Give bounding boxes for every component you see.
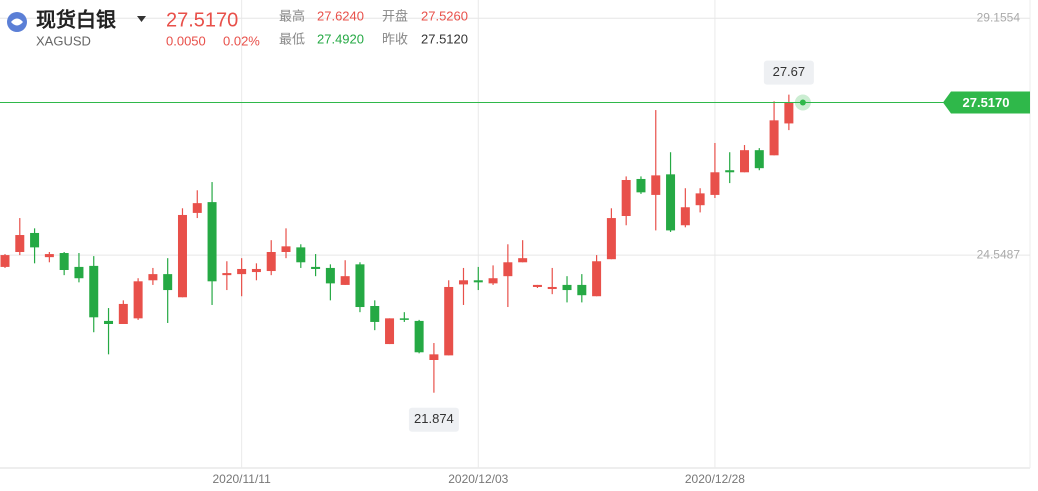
candle-body — [710, 172, 720, 195]
dropdown-arrow[interactable] — [137, 16, 146, 22]
candle-body — [296, 247, 306, 263]
extreme-label-box — [763, 60, 814, 85]
candle-body — [488, 278, 498, 284]
x-tick-label: 2020/12/28 — [685, 472, 745, 486]
instrument-name[interactable]: 现货白银 — [36, 7, 117, 31]
extreme-label: 27.67 — [773, 64, 806, 79]
candle-body — [192, 203, 202, 213]
candle-body — [444, 286, 454, 356]
instrument-code: XAGUSD — [36, 33, 91, 48]
stat-value: 27.6240 — [317, 8, 364, 23]
candle-body — [636, 178, 646, 193]
candle-body — [266, 252, 276, 272]
candle-body — [325, 267, 335, 284]
last-price-dot — [799, 99, 806, 106]
candle-body — [740, 150, 749, 173]
candle-body — [340, 276, 350, 285]
x-tick-label: 2020/12/03 — [448, 472, 508, 486]
stat-value: 27.4920 — [317, 31, 364, 46]
y-tick-label: 24.5487 — [977, 247, 1021, 261]
extreme-label-box — [408, 407, 459, 432]
candle-body — [207, 202, 217, 282]
candle-body — [30, 232, 40, 248]
candle-body — [606, 218, 616, 260]
candle-body — [754, 150, 764, 169]
candle-body — [44, 254, 54, 258]
candle-body — [133, 281, 143, 319]
candle-body — [251, 268, 261, 273]
stat-label: 最低 — [279, 31, 305, 46]
candle-body — [577, 284, 587, 296]
candle-body — [769, 120, 779, 156]
candle-body — [104, 320, 114, 324]
candle-body — [547, 286, 557, 290]
candle-body — [281, 246, 291, 252]
candle-body — [370, 306, 380, 322]
candle-body — [355, 264, 365, 308]
candle-body — [148, 274, 158, 281]
candle-body — [163, 274, 173, 291]
change-pct: 0.02% — [223, 33, 260, 48]
candle-body — [592, 261, 602, 297]
last-price-tag — [943, 91, 1030, 114]
candle-body — [503, 262, 513, 277]
candle-body — [666, 174, 676, 231]
candle-body — [0, 255, 10, 267]
candle-body — [680, 207, 690, 226]
candle-body — [562, 284, 572, 291]
candle-body — [399, 318, 409, 320]
candle-body — [59, 253, 69, 270]
candle-body — [89, 265, 99, 318]
candle-body — [695, 193, 705, 206]
candle-body — [473, 280, 483, 283]
candle-body — [651, 175, 661, 195]
candle-body — [784, 102, 794, 124]
x-tick-label: 2020/11/11 — [212, 472, 271, 486]
last-price-label: 27.5170 — [963, 95, 1010, 110]
candle-body — [385, 318, 395, 345]
price: 27.5170 — [166, 9, 238, 31]
candle-body — [458, 280, 468, 285]
y-tick-label: 29.1554 — [977, 10, 1021, 24]
candle-body — [237, 268, 247, 275]
stat-label: 最高 — [279, 8, 305, 23]
candle-body — [15, 235, 25, 252]
candle-body — [118, 303, 128, 324]
candle-body — [74, 266, 84, 279]
candle-body — [311, 266, 321, 269]
stat-label: 开盘 — [382, 8, 408, 23]
candle-body — [222, 273, 232, 276]
candle-body — [518, 258, 528, 263]
candle-body — [429, 354, 439, 360]
candle-body — [725, 170, 735, 173]
change: 0.0050 — [166, 33, 206, 48]
candle-body — [414, 320, 424, 353]
extreme-label: 21.874 — [414, 411, 454, 426]
stat-value: 27.5120 — [421, 31, 468, 46]
logo-mark — [11, 18, 23, 26]
candle-body — [177, 214, 187, 298]
candle-body — [621, 180, 631, 216]
stat-label: 昨收 — [382, 31, 408, 46]
candle-body — [532, 284, 542, 287]
stat-value: 27.5260 — [421, 8, 468, 23]
